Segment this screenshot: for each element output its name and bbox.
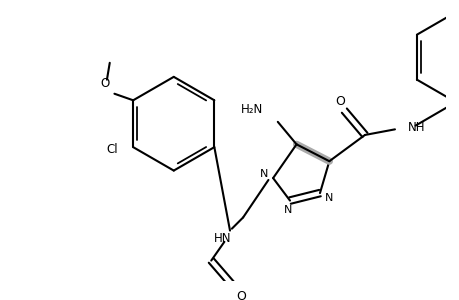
Text: N: N <box>259 169 267 179</box>
Text: NH: NH <box>407 121 425 134</box>
Text: O: O <box>100 77 109 90</box>
Text: Cl: Cl <box>106 142 118 155</box>
Text: O: O <box>335 95 345 108</box>
Text: H₂N: H₂N <box>240 103 262 116</box>
Text: O: O <box>236 290 246 300</box>
Text: N: N <box>325 193 333 203</box>
Text: HN: HN <box>213 232 231 244</box>
Text: N: N <box>283 205 291 215</box>
